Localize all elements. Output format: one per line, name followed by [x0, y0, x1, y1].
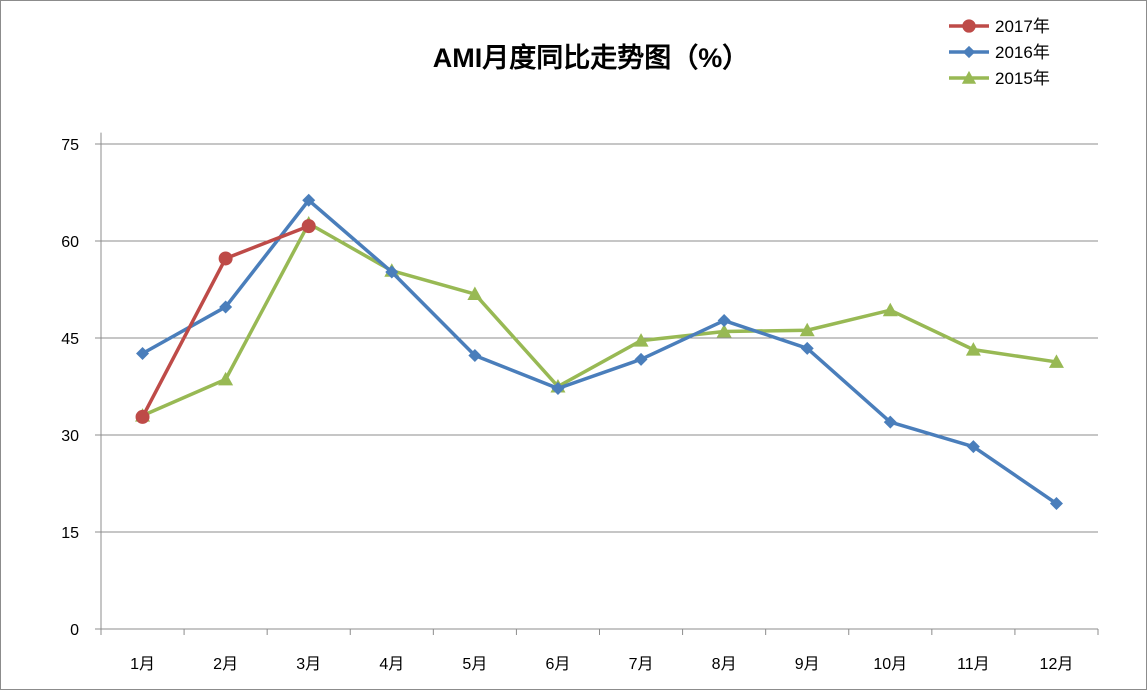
data-point-circle [135, 409, 150, 424]
series-line [141, 198, 1058, 505]
data-point-circle [218, 251, 233, 266]
data-point-diamond [385, 265, 399, 279]
y-tick-label: 15 [61, 525, 79, 542]
data-point-diamond [302, 193, 316, 207]
data-point-diamond [551, 381, 565, 395]
data-point-triangle [961, 70, 977, 84]
x-tick-label: 3月 [296, 656, 321, 673]
x-tick-label: 9月 [795, 656, 820, 673]
legend: 2017年 2016年 2015年 [949, 17, 1050, 88]
x-tick-label: 10月 [873, 656, 907, 673]
y-tick-label: 45 [61, 331, 79, 348]
data-point-triangle [1048, 354, 1064, 368]
data-point-circle [962, 19, 976, 33]
data-point-diamond [468, 348, 482, 362]
x-tick-label: 7月 [629, 656, 654, 673]
y-tick-label: 0 [70, 622, 79, 639]
x-tick-label: 4月 [379, 656, 404, 673]
legend-label: 2016年 [995, 43, 1050, 62]
legend-item: 2015年 [949, 69, 1050, 88]
y-tick-label: 75 [61, 137, 79, 154]
data-point-diamond [219, 300, 233, 314]
x-tick-label: 8月 [712, 656, 737, 673]
x-tick-label: 12月 [1040, 656, 1074, 673]
legend-item: 2017年 [949, 17, 1050, 36]
series-lines [135, 193, 1064, 511]
legend-label: 2015年 [995, 69, 1050, 88]
data-point-diamond [634, 352, 648, 366]
data-point-triangle [965, 342, 981, 356]
data-point-triangle [882, 302, 898, 317]
data-point-diamond [136, 347, 150, 361]
x-tick-label: 2月 [213, 656, 238, 673]
series-line [141, 221, 1057, 418]
data-point-triangle [799, 322, 815, 337]
data-point-diamond [962, 45, 976, 59]
data-point-triangle [467, 286, 483, 301]
data-point-diamond [883, 415, 897, 429]
series-2016年 [136, 193, 1063, 511]
x-tick-label: 1月 [130, 656, 155, 673]
data-point-circle [301, 219, 316, 234]
data-point-diamond [966, 440, 980, 454]
data-point-triangle [218, 371, 234, 386]
y-tick-label: 60 [61, 234, 79, 251]
series-2017年 [135, 219, 316, 424]
chart-title: AMI月度同比走势图（%） [433, 42, 750, 73]
data-point-triangle [633, 333, 649, 347]
data-point-diamond [1049, 497, 1063, 511]
y-tick-label: 30 [61, 428, 79, 445]
legend-item: 2016年 [949, 43, 1050, 62]
legend-label: 2017年 [995, 17, 1050, 36]
x-tick-label: 6月 [546, 656, 571, 673]
x-tick-label: 11月 [957, 656, 990, 673]
data-point-diamond [717, 314, 731, 328]
x-tick-label: 5月 [462, 656, 487, 673]
data-point-triangle [716, 324, 732, 338]
data-point-diamond [800, 341, 814, 355]
axes: 0 15 30 45 60 75 1月 2月 3月 4月 5月 6月 7月 8月 9月 10月 11月 12月 [61, 132, 1099, 673]
